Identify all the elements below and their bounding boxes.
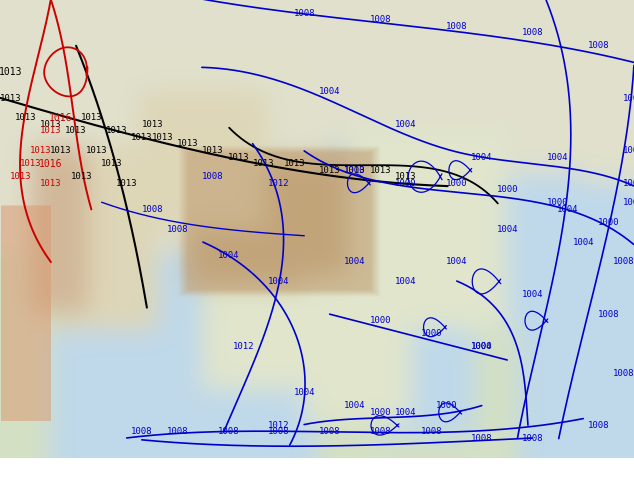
Text: 1013: 1013 <box>395 172 417 181</box>
Text: 1004: 1004 <box>573 238 594 246</box>
Text: 1013: 1013 <box>81 113 102 122</box>
Text: 1008: 1008 <box>446 22 467 31</box>
Text: 1000: 1000 <box>496 185 518 195</box>
Text: 1013: 1013 <box>86 146 107 155</box>
Text: 1012: 1012 <box>268 421 290 430</box>
Text: 1008: 1008 <box>420 427 442 437</box>
Text: 1004: 1004 <box>471 343 493 351</box>
Text: 1013: 1013 <box>344 166 366 174</box>
Text: 1008: 1008 <box>613 257 634 266</box>
Text: 1008: 1008 <box>167 224 188 234</box>
Text: 1000: 1000 <box>370 316 391 325</box>
Text: 1012: 1012 <box>268 179 290 188</box>
Text: 1013: 1013 <box>40 126 61 135</box>
Text: 1013: 1013 <box>253 159 275 168</box>
Text: 1000: 1000 <box>420 329 442 338</box>
Text: 1000: 1000 <box>446 179 467 188</box>
Text: 1000: 1000 <box>598 218 619 227</box>
Text: 1013: 1013 <box>131 133 153 142</box>
Text: 1008: 1008 <box>202 172 224 181</box>
Text: 1004: 1004 <box>623 179 634 188</box>
Text: 1004: 1004 <box>268 277 290 286</box>
Text: 1008: 1008 <box>522 28 543 37</box>
Text: 1004: 1004 <box>319 87 340 96</box>
Text: 1000: 1000 <box>547 198 569 207</box>
Text: 1004: 1004 <box>446 257 467 266</box>
Text: 1013: 1013 <box>70 172 92 181</box>
Text: 1000: 1000 <box>395 179 417 188</box>
Text: 1013: 1013 <box>101 159 122 168</box>
Text: 1004: 1004 <box>496 224 518 234</box>
Text: 1013: 1013 <box>10 172 31 181</box>
Text: 1004: 1004 <box>217 251 239 260</box>
Text: 1000: 1000 <box>344 166 366 174</box>
Text: 1012: 1012 <box>233 343 254 351</box>
Text: 1008: 1008 <box>217 427 239 437</box>
Text: 1004: 1004 <box>344 257 366 266</box>
Text: 1013: 1013 <box>0 67 22 77</box>
Text: 1008: 1008 <box>623 146 634 155</box>
Text: 1013: 1013 <box>152 133 173 142</box>
Text: 1008: 1008 <box>588 421 609 430</box>
Text: 1008: 1008 <box>623 198 634 207</box>
Text: 1004: 1004 <box>557 205 579 214</box>
Text: 1004: 1004 <box>395 277 417 286</box>
Text: 1008: 1008 <box>131 427 153 437</box>
Text: 1013: 1013 <box>15 113 36 122</box>
Text: 1008: 1008 <box>294 9 315 18</box>
Text: 1004: 1004 <box>344 401 366 410</box>
Text: 1013: 1013 <box>106 126 127 135</box>
Text: 1008: 1008 <box>623 94 634 103</box>
Text: 1008: 1008 <box>522 434 543 443</box>
Text: 1000: 1000 <box>370 408 391 417</box>
Text: 1013: 1013 <box>283 159 305 168</box>
Text: 1000: 1000 <box>471 343 493 351</box>
Text: Surface pressure [hPa] ECMWF: Surface pressure [hPa] ECMWF <box>6 466 251 482</box>
Text: 1013: 1013 <box>116 179 138 188</box>
Text: 1008: 1008 <box>319 427 340 437</box>
Text: 1013: 1013 <box>50 146 72 155</box>
Text: 1013: 1013 <box>40 179 61 188</box>
Text: 1008: 1008 <box>613 368 634 378</box>
Text: 1013: 1013 <box>319 166 340 174</box>
Text: 1004: 1004 <box>522 290 543 299</box>
Text: 1008: 1008 <box>370 427 391 437</box>
Text: 1008: 1008 <box>598 310 619 318</box>
Text: 1013: 1013 <box>40 120 61 129</box>
Text: 1013: 1013 <box>20 159 41 168</box>
Text: 1013: 1013 <box>0 94 21 103</box>
Text: 1004: 1004 <box>395 408 417 417</box>
Text: 1004: 1004 <box>294 388 315 397</box>
Text: 1008: 1008 <box>141 205 163 214</box>
Text: 1000: 1000 <box>436 401 457 410</box>
Text: 1013: 1013 <box>65 126 87 135</box>
Text: 1013: 1013 <box>177 140 198 148</box>
Text: 1008: 1008 <box>471 434 493 443</box>
Text: 1013: 1013 <box>228 152 249 162</box>
Text: 1016: 1016 <box>39 159 63 169</box>
Text: 1016: 1016 <box>49 113 73 123</box>
Text: 1008: 1008 <box>268 427 290 437</box>
Text: Th 13-06-2024 06:00 UTC (00+174): Th 13-06-2024 06:00 UTC (00+174) <box>347 466 628 482</box>
Text: 1004: 1004 <box>547 152 569 162</box>
Text: 1008: 1008 <box>370 15 391 24</box>
Text: 1004: 1004 <box>471 152 493 162</box>
Text: 1008: 1008 <box>167 427 188 437</box>
Text: 1013: 1013 <box>141 120 163 129</box>
Text: 1004: 1004 <box>395 120 417 129</box>
Text: 1013: 1013 <box>202 146 224 155</box>
Text: 1013: 1013 <box>30 146 51 155</box>
Text: 1013: 1013 <box>370 166 391 174</box>
Text: 1008: 1008 <box>588 41 609 50</box>
